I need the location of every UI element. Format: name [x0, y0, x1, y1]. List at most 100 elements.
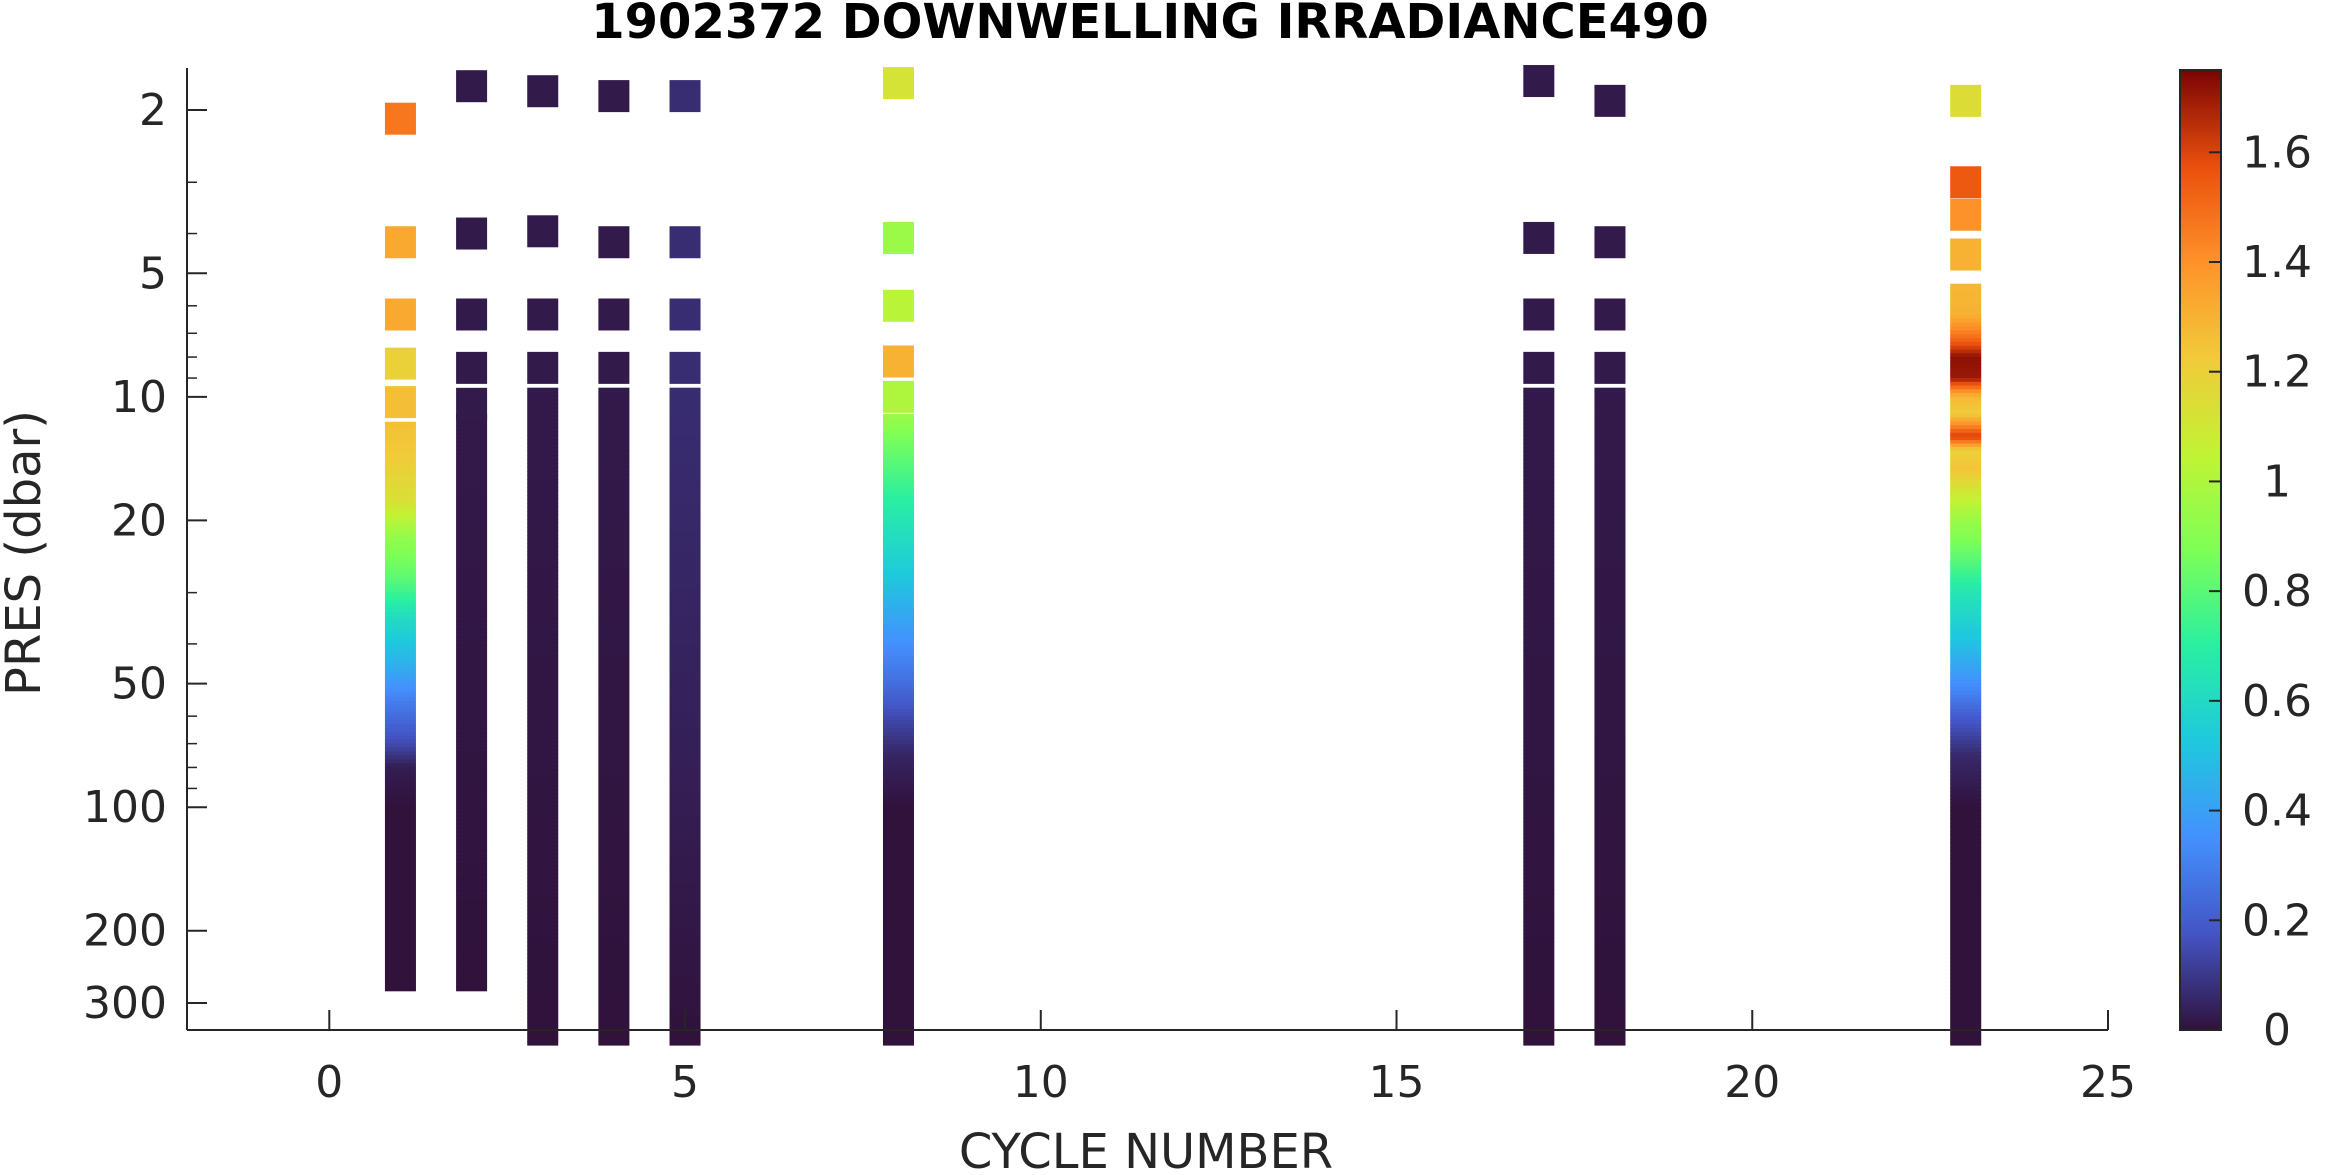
profile-sample	[384, 631, 416, 636]
profile-sample	[598, 439, 630, 445]
profile-sample	[598, 1021, 630, 1026]
profile-sample	[598, 1041, 630, 1046]
profile-sample	[669, 854, 701, 860]
profile-sample	[1523, 937, 1555, 943]
profile-sample	[1594, 742, 1626, 747]
profile-sample	[669, 419, 701, 424]
profile-sample	[1950, 360, 1982, 365]
profile-sample	[882, 581, 914, 587]
profile-sample	[456, 799, 488, 805]
profile-sample	[1594, 909, 1626, 915]
profile-sample	[527, 809, 559, 815]
data-layer	[384, 65, 1982, 1046]
profile-sample	[527, 590, 559, 596]
profile-sample	[456, 903, 488, 908]
profile-sample	[384, 879, 416, 884]
profile-sample	[384, 708, 416, 713]
profile-sample	[1594, 471, 1626, 476]
profile-sample	[527, 419, 559, 425]
profile-sample	[1594, 578, 1626, 584]
profile-sample	[1523, 423, 1555, 429]
profile-sample	[669, 387, 701, 393]
profile-sample	[669, 1037, 701, 1042]
profile-sample	[527, 391, 559, 397]
profile-sample	[1523, 917, 1555, 923]
profile-sample	[598, 463, 630, 468]
profile-sample	[1523, 610, 1555, 616]
profile-sample	[456, 433, 488, 439]
profile-sample	[1523, 845, 1555, 851]
profile-sample	[598, 754, 630, 759]
profile-sample	[1950, 563, 1982, 568]
profile-sample	[1594, 1013, 1626, 1018]
profile-sample	[669, 739, 701, 745]
profile-sample	[1594, 423, 1626, 429]
profile-sample	[598, 738, 630, 743]
profile-sample	[384, 827, 416, 832]
profile-sample	[669, 1001, 701, 1006]
profile-sample	[882, 432, 914, 437]
profile-sample	[1950, 457, 1982, 463]
profile-sample	[456, 489, 488, 494]
profile-sample	[1950, 476, 1982, 481]
profile-sample	[527, 1005, 559, 1010]
profile-sample	[669, 870, 701, 876]
profile-sample	[882, 957, 914, 963]
profile-sample	[384, 724, 416, 729]
profile-sample	[456, 986, 488, 992]
profile-sample	[527, 953, 559, 958]
profile-sample	[384, 494, 416, 499]
profile-sample	[1523, 973, 1555, 978]
profile-sample	[1594, 539, 1626, 544]
profile-sample	[598, 395, 630, 401]
profile-sample	[1523, 873, 1555, 879]
profile-sample	[1950, 436, 1982, 441]
profile-sample	[598, 941, 630, 947]
profile-sample	[1950, 811, 1982, 816]
profile-sample	[1594, 566, 1626, 572]
sample-square	[669, 226, 701, 259]
profile-sample	[456, 835, 488, 841]
profile-sample	[1950, 655, 1982, 661]
profile-sample	[1950, 480, 1982, 485]
profile-sample	[669, 878, 701, 884]
profile-sample	[882, 969, 914, 975]
profile-sample	[882, 1033, 914, 1038]
profile-sample	[598, 419, 630, 425]
profile-sample	[598, 495, 630, 500]
profile-sample	[1950, 357, 1982, 362]
profile-sample	[669, 470, 701, 476]
profile-sample	[1594, 766, 1626, 771]
profile-sample	[598, 845, 630, 851]
profile-sample	[384, 608, 416, 613]
profile-sample	[527, 642, 559, 648]
profile-sample	[598, 790, 630, 795]
profile-sample	[669, 993, 701, 999]
profile-sample	[456, 604, 488, 610]
profile-sample	[527, 837, 559, 843]
profile-sample	[1950, 930, 1982, 935]
profile-sample	[1523, 578, 1555, 584]
profile-sample	[669, 799, 701, 804]
profile-sample	[1523, 702, 1555, 707]
profile-sample	[669, 941, 701, 947]
profile-sample	[456, 704, 488, 709]
profile-sample	[1523, 682, 1555, 688]
profile-sample	[882, 551, 914, 557]
profile-sample	[527, 459, 559, 464]
profile-sample	[598, 861, 630, 867]
profile-sample	[1950, 981, 1982, 987]
profile-sample	[882, 771, 914, 777]
profile-sample	[882, 874, 914, 880]
profile-sample	[598, 801, 630, 807]
profile-sample	[1594, 730, 1626, 735]
profile-sample	[882, 559, 914, 564]
profile-sample	[527, 662, 559, 668]
profile-sample	[384, 467, 416, 473]
profile-sample	[384, 970, 416, 976]
y-tick-label: 100	[83, 782, 167, 833]
profile-sample	[669, 443, 701, 448]
sample-square	[384, 347, 416, 380]
profile-sample	[527, 682, 559, 688]
profile-sample	[384, 763, 416, 769]
